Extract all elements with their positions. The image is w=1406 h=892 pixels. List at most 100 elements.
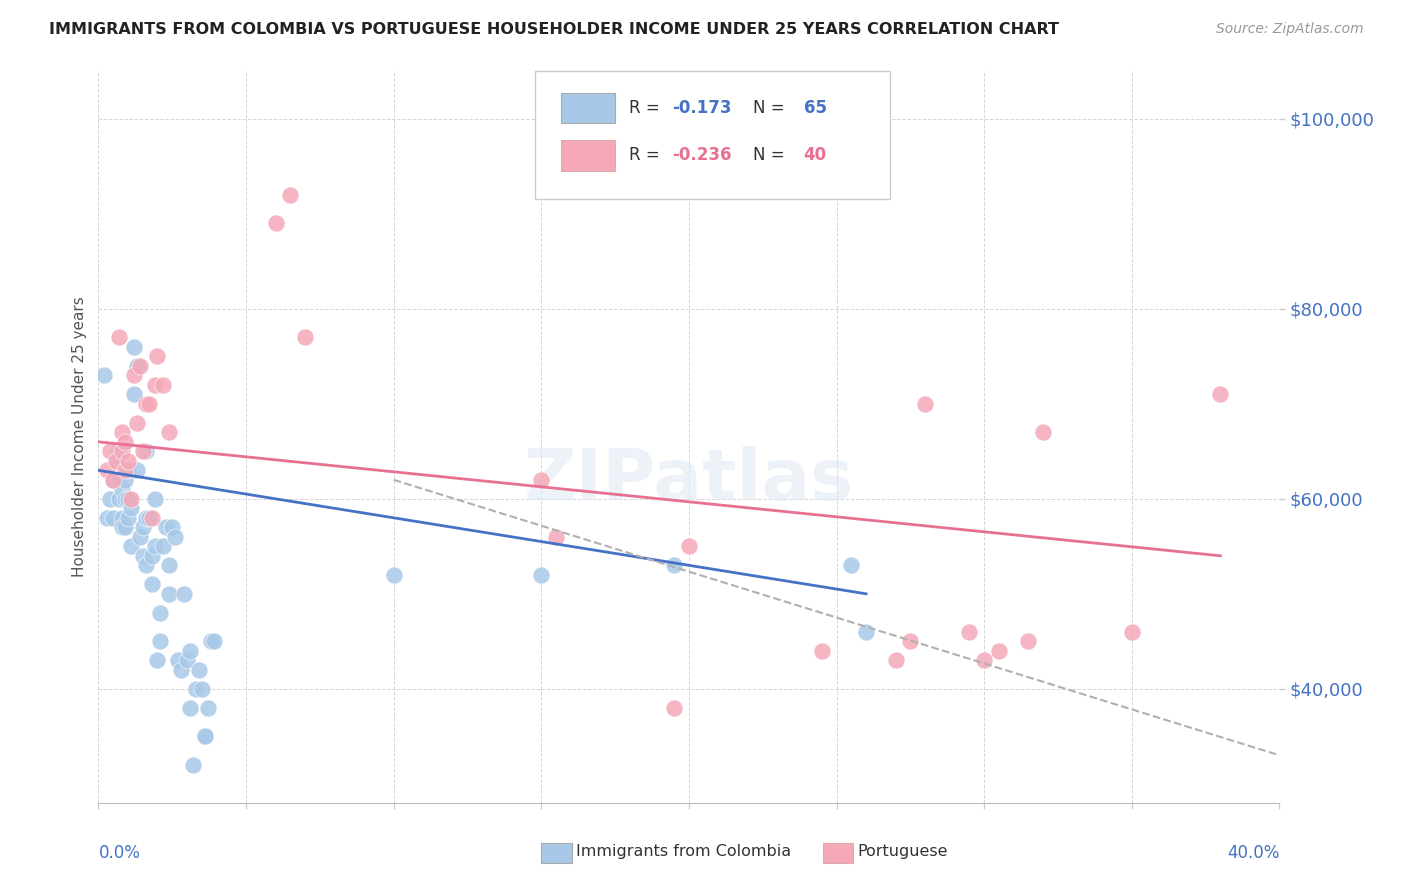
Point: [157, 425, 180, 440]
Text: IMMIGRANTS FROM COLOMBIA VS PORTUGUESE HOUSEHOLDER INCOME UNDER 25 YEARS CORRELA: IMMIGRANTS FROM COLOMBIA VS PORTUGUESE H…: [49, 22, 1059, 37]
Point: [141, 577, 163, 591]
Point: [114, 463, 136, 477]
Point: [108, 330, 131, 344]
Point: [125, 416, 148, 430]
Point: [810, 644, 832, 658]
Point: [884, 653, 907, 667]
Text: 40.0%: 40.0%: [1227, 845, 1279, 863]
Text: 40: 40: [803, 146, 827, 164]
Text: Immigrants from Colombia: Immigrants from Colombia: [576, 845, 792, 859]
Point: [152, 539, 174, 553]
Point: [117, 511, 139, 525]
Point: [125, 359, 148, 373]
Point: [149, 634, 172, 648]
Point: [114, 520, 136, 534]
Point: [111, 520, 134, 534]
Point: [114, 491, 136, 506]
Point: [959, 624, 981, 639]
Point: [96, 511, 118, 525]
FancyBboxPatch shape: [561, 93, 614, 123]
Point: [122, 387, 145, 401]
Text: N =: N =: [752, 99, 790, 117]
Point: [117, 463, 139, 477]
Point: [122, 340, 145, 354]
Point: [294, 330, 316, 344]
Point: [855, 624, 877, 639]
Point: [103, 473, 125, 487]
Point: [117, 491, 139, 506]
Point: [280, 187, 302, 202]
Point: [167, 653, 190, 667]
Point: [105, 454, 128, 468]
Point: [128, 530, 150, 544]
Point: [135, 511, 157, 525]
Point: [1121, 624, 1143, 639]
Point: [176, 653, 198, 667]
Point: [135, 444, 157, 458]
Point: [157, 587, 180, 601]
Point: [120, 491, 142, 506]
Point: [132, 444, 155, 458]
Point: [135, 397, 157, 411]
Point: [152, 377, 174, 392]
Point: [108, 491, 131, 506]
Point: [103, 473, 125, 487]
Point: [194, 729, 217, 743]
Point: [143, 491, 166, 506]
Point: [162, 520, 183, 534]
Point: [98, 444, 121, 458]
Text: N =: N =: [752, 146, 790, 164]
Point: [264, 216, 287, 230]
Point: [914, 397, 936, 411]
Point: [111, 483, 134, 497]
Point: [1018, 634, 1040, 648]
Point: [141, 549, 163, 563]
Point: [973, 653, 995, 667]
Point: [135, 558, 157, 573]
Point: [93, 368, 115, 383]
Point: [184, 681, 207, 696]
Point: [530, 567, 553, 582]
Point: [1032, 425, 1054, 440]
Point: [191, 681, 214, 696]
Point: [138, 511, 160, 525]
Point: [114, 434, 136, 449]
Point: [117, 454, 139, 468]
Point: [111, 511, 134, 525]
Text: 65: 65: [803, 99, 827, 117]
Point: [187, 663, 209, 677]
Point: [1209, 387, 1232, 401]
Point: [165, 530, 187, 544]
Point: [98, 491, 121, 506]
Point: [105, 454, 128, 468]
Point: [149, 606, 172, 620]
Point: [125, 463, 148, 477]
Text: -0.173: -0.173: [672, 99, 733, 117]
Text: -0.236: -0.236: [672, 146, 733, 164]
Point: [173, 587, 195, 601]
Y-axis label: Householder Income Under 25 years: Householder Income Under 25 years: [72, 297, 87, 577]
Point: [678, 539, 700, 553]
Point: [141, 511, 163, 525]
Point: [143, 377, 166, 392]
Point: [179, 701, 201, 715]
Point: [108, 473, 131, 487]
Point: [900, 634, 922, 648]
Point: [157, 558, 180, 573]
Text: R =: R =: [628, 146, 665, 164]
Point: [143, 539, 166, 553]
Point: [146, 349, 169, 363]
Point: [114, 473, 136, 487]
Point: [132, 520, 155, 534]
Point: [155, 520, 177, 534]
Point: [179, 644, 201, 658]
Point: [194, 729, 217, 743]
FancyBboxPatch shape: [536, 71, 890, 200]
Point: [120, 501, 142, 516]
Point: [664, 558, 686, 573]
Point: [108, 444, 131, 458]
Point: [546, 530, 568, 544]
Point: [120, 539, 142, 553]
Point: [197, 701, 219, 715]
Point: [111, 444, 134, 458]
